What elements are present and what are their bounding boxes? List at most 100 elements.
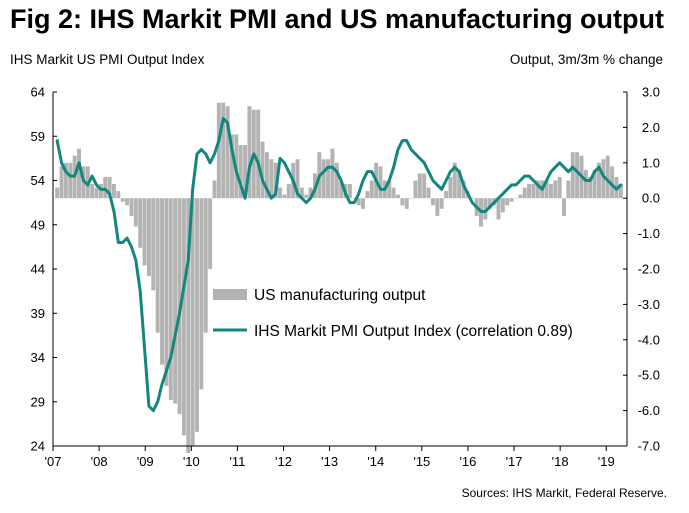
output-bar bbox=[278, 187, 282, 199]
output-bar bbox=[562, 198, 566, 216]
output-bar bbox=[365, 191, 370, 199]
left-tick-label: 49 bbox=[31, 217, 45, 232]
output-bar bbox=[347, 184, 352, 199]
output-bar bbox=[273, 162, 278, 199]
output-bar bbox=[203, 198, 208, 333]
output-bar bbox=[496, 198, 501, 220]
output-bar bbox=[522, 187, 527, 199]
output-bar bbox=[444, 191, 449, 199]
output-bar bbox=[243, 145, 248, 199]
output-bar bbox=[77, 148, 81, 199]
output-bar bbox=[133, 198, 138, 227]
output-bar bbox=[94, 187, 99, 199]
output-bar bbox=[583, 169, 588, 199]
output-bar bbox=[225, 106, 230, 199]
left-tick-label: 59 bbox=[31, 129, 45, 144]
output-bar bbox=[505, 198, 510, 206]
output-bar bbox=[470, 198, 475, 199]
output-bar bbox=[531, 184, 536, 199]
output-bar bbox=[566, 180, 571, 199]
output-bar bbox=[299, 187, 304, 199]
output-bar bbox=[430, 198, 435, 206]
output-bar bbox=[339, 180, 344, 199]
output-bar bbox=[513, 198, 518, 199]
left-tick-label: 64 bbox=[31, 85, 45, 100]
output-bar bbox=[186, 198, 191, 454]
output-bar bbox=[557, 176, 562, 199]
output-bar bbox=[435, 198, 440, 216]
output-bar bbox=[369, 180, 374, 199]
output-bar bbox=[282, 194, 287, 199]
output-bar bbox=[509, 198, 514, 202]
output-bar bbox=[548, 184, 553, 199]
output-bar bbox=[68, 162, 73, 199]
output-bar bbox=[422, 173, 427, 199]
output-bar bbox=[138, 198, 143, 248]
x-tick-label: '18 bbox=[552, 454, 569, 469]
output-bar bbox=[216, 102, 221, 199]
x-tick-label: '07 bbox=[45, 454, 62, 469]
right-tick-label: -4.0 bbox=[638, 332, 660, 347]
output-bar bbox=[396, 194, 400, 199]
axes-layer: 64 59 54 49 44 39 34 29 24 3.0 2.0 1.0 0.0 -1.0 -2.0 -3… bbox=[31, 85, 660, 470]
output-bar bbox=[352, 198, 357, 199]
output-bar bbox=[264, 152, 269, 199]
output-bar bbox=[59, 166, 64, 199]
output-bar bbox=[457, 169, 462, 199]
x-tick-label: '16 bbox=[459, 454, 476, 469]
left-tick-label: 29 bbox=[31, 394, 45, 409]
output-bar bbox=[448, 176, 453, 199]
output-bar bbox=[483, 198, 488, 220]
output-bar bbox=[597, 162, 601, 199]
chart-title: Fig 2: IHS Markit PMI and US manufacturi… bbox=[10, 4, 665, 34]
right-tick-label: -6.0 bbox=[638, 403, 660, 418]
output-bar bbox=[120, 198, 125, 202]
x-tick-label: '09 bbox=[137, 454, 154, 469]
output-bar bbox=[195, 198, 199, 432]
output-bar bbox=[55, 187, 60, 199]
output-bar bbox=[304, 194, 309, 199]
output-bar bbox=[129, 198, 134, 216]
output-bar bbox=[229, 134, 234, 199]
x-tick-label: '17 bbox=[506, 454, 523, 469]
output-bar bbox=[601, 159, 606, 199]
output-bar bbox=[500, 198, 505, 213]
output-bar bbox=[326, 159, 331, 199]
x-tick-label: '13 bbox=[321, 454, 338, 469]
output-bar bbox=[212, 180, 217, 199]
x-tick-label: '11 bbox=[229, 454, 245, 469]
output-bar bbox=[199, 198, 204, 390]
output-bar bbox=[164, 198, 169, 386]
output-bar bbox=[361, 198, 365, 209]
left-tick-label: 54 bbox=[31, 173, 45, 188]
left-tick-label: 34 bbox=[31, 350, 45, 365]
output-bar bbox=[63, 162, 68, 199]
output-bar bbox=[321, 159, 326, 199]
output-bar bbox=[553, 180, 558, 199]
output-bar bbox=[286, 184, 291, 199]
x-tick-label: '12 bbox=[275, 454, 292, 469]
legend-label-bars: US manufacturing output bbox=[254, 287, 426, 304]
output-bar bbox=[487, 198, 492, 209]
output-bar bbox=[387, 180, 392, 199]
output-bar bbox=[308, 187, 313, 199]
output-bar bbox=[452, 162, 457, 199]
output-bar bbox=[518, 194, 523, 199]
output-bar bbox=[330, 148, 335, 199]
legend-label-line: IHS Markit PMI Output Index (correlation… bbox=[254, 323, 573, 340]
output-bar bbox=[426, 187, 431, 199]
legend-swatch-bars bbox=[213, 289, 247, 300]
output-bar bbox=[221, 102, 226, 199]
bars-layer bbox=[55, 102, 623, 454]
output-bar bbox=[269, 159, 274, 199]
output-bar bbox=[190, 198, 195, 446]
output-bar bbox=[151, 198, 156, 291]
output-bar bbox=[575, 152, 580, 199]
output-bar bbox=[618, 184, 623, 199]
left-axis-title: IHS Markit US PMI Output Index bbox=[10, 52, 205, 67]
x-tick-label: '15 bbox=[413, 454, 430, 469]
x-tick-label: '19 bbox=[598, 454, 615, 469]
output-bar bbox=[125, 198, 130, 206]
output-bar bbox=[247, 106, 252, 199]
